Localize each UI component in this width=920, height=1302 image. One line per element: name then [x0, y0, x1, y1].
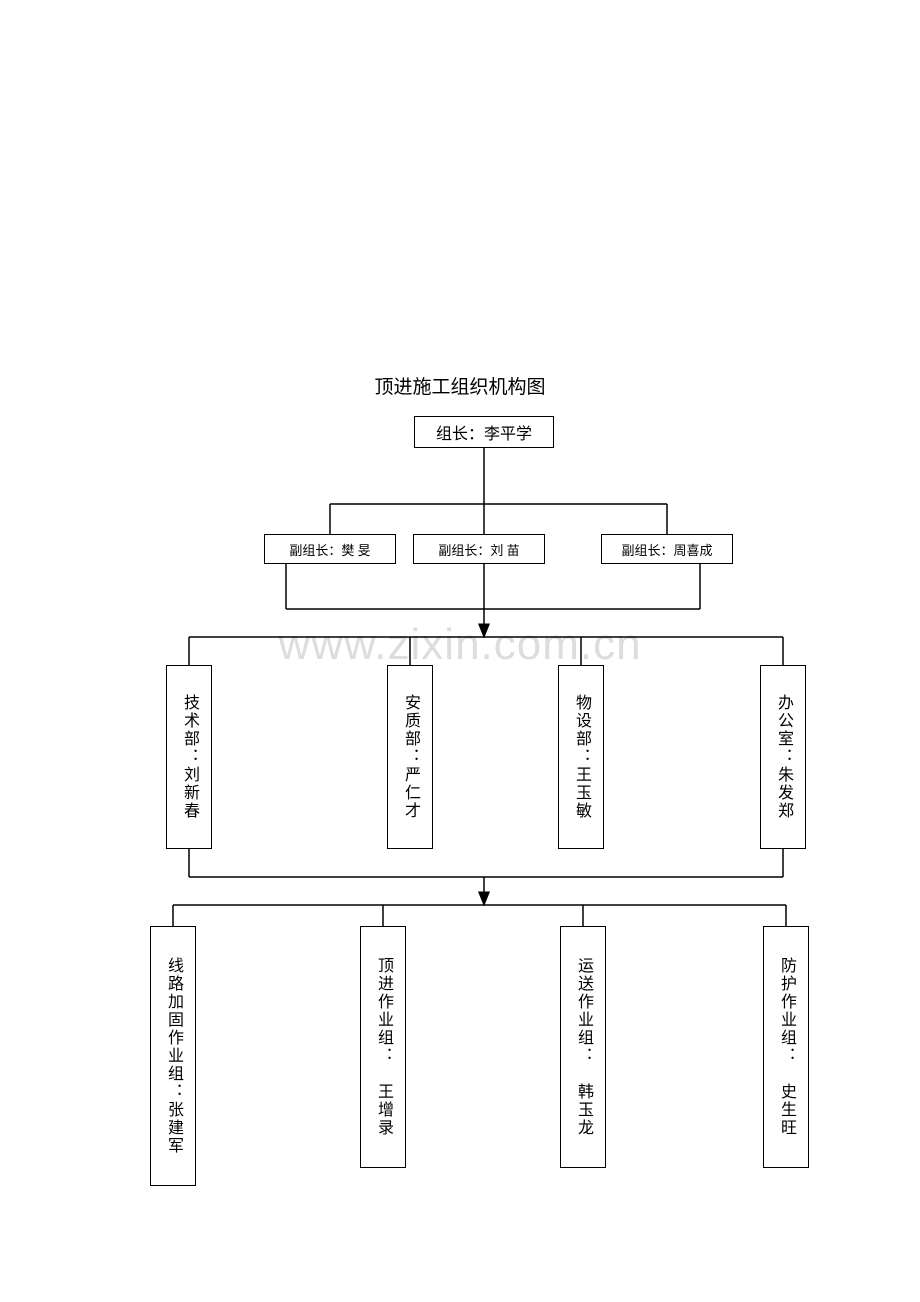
org-node-dept-4: 办公室：朱发郑: [760, 665, 806, 849]
org-node-team-2: 顶进作业组： 王增录: [360, 926, 406, 1168]
org-node-team-1: 线路加固作业组：张建军: [150, 926, 196, 1186]
org-node-leader: 组长：李平学: [414, 416, 554, 448]
org-node-deputy-2: 副组长：刘 苗: [413, 534, 545, 564]
org-node-team-4: 防护作业组： 史生旺: [763, 926, 809, 1168]
org-node-team-3: 运送作业组： 韩玉龙: [560, 926, 606, 1168]
org-node-deputy-1: 副组长：樊 旻: [264, 534, 396, 564]
org-node-deputy-3: 副组长：周喜成: [601, 534, 733, 564]
org-node-dept-3: 物设部：王玉敏: [558, 665, 604, 849]
org-node-dept-1: 技术部：刘新春: [166, 665, 212, 849]
org-node-dept-2: 安质部：严仁才: [387, 665, 433, 849]
